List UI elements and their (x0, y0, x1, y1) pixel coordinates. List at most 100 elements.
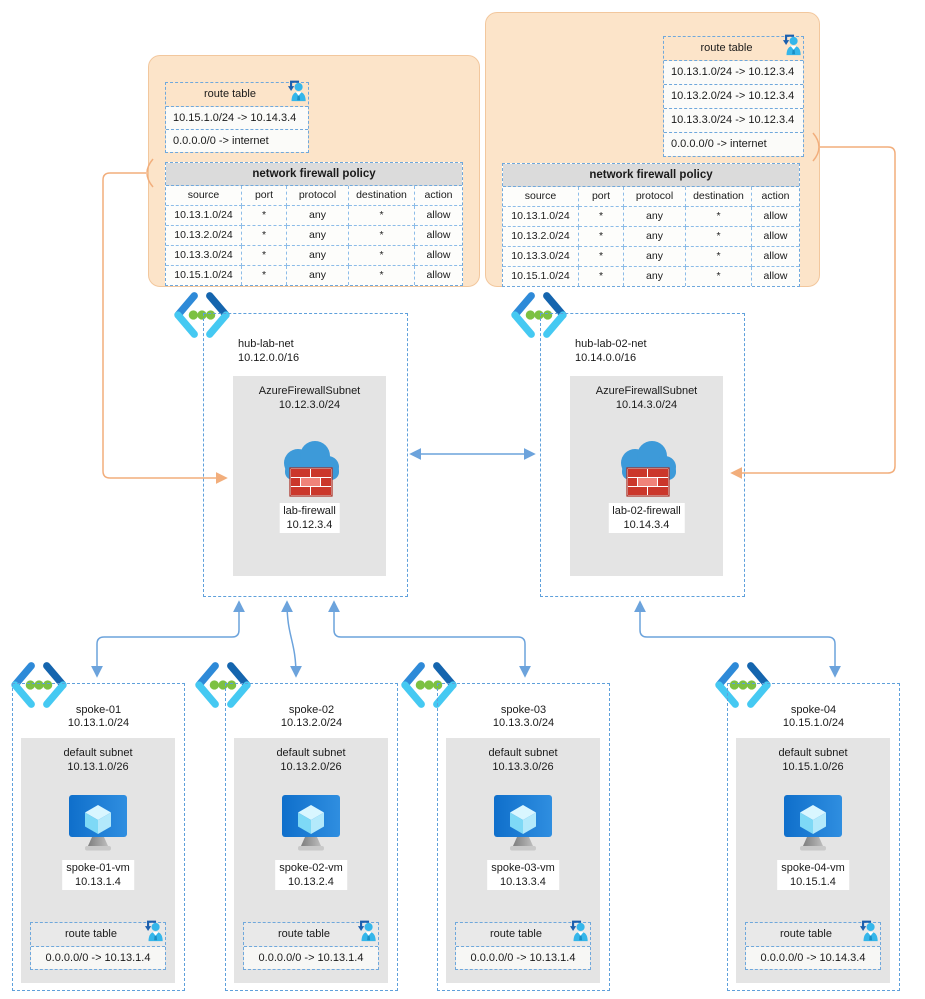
column-header: source (503, 187, 579, 207)
policy-cell: * (686, 227, 752, 247)
policy-cell: allow (752, 207, 799, 227)
hub2-route-table: route table 10.13.1.0/24 -> 10.12.3.4 10… (663, 36, 804, 157)
route-entry: 0.0.0.0/0 -> internet (166, 130, 308, 152)
policy-cell: * (242, 266, 287, 285)
firewall-policy-title: network firewall policy (503, 164, 799, 187)
policy-cell: allow (752, 247, 799, 267)
spoke-route-table: route table 0.0.0.0/0 -> 10.14.3.4 (745, 922, 881, 970)
vnet-spoke-02: spoke-02 10.13.2.0/24 default subnet 10.… (225, 683, 398, 991)
route-table-title: route table (166, 83, 308, 107)
subnet-title: default subnet 10.13.1.0/26 (21, 738, 175, 774)
subnet-name: AzureFirewallSubnet (258, 385, 361, 397)
policy-cell: any (624, 267, 686, 286)
policy-cell: * (242, 226, 287, 246)
route-entry: 10.13.2.0/24 -> 10.12.3.4 (664, 85, 803, 109)
column-header: source (166, 186, 242, 206)
policy-cell: any (287, 246, 349, 266)
subnet-default: default subnet 10.13.2.0/26 spoke-02-vm … (234, 738, 388, 983)
route-table-title-text: route table (700, 42, 753, 54)
policy-cell: * (686, 207, 752, 227)
vnet-hub-lab-02-net: hub-lab-02-net 10.14.0.0/16 AzureFirewal… (540, 313, 745, 597)
route-table-user-icon (284, 79, 307, 102)
vnet-name: spoke-03 (500, 704, 547, 716)
route-table-title: route table (746, 923, 880, 947)
policy-cell: * (686, 267, 752, 286)
vnet-name: spoke-04 (790, 704, 837, 716)
policy-cell: * (349, 246, 415, 266)
subnet-cidr: 10.13.1.0/26 (67, 761, 129, 773)
policy-cell: * (242, 206, 287, 226)
column-header: protocol (287, 186, 349, 206)
route-entry: 10.13.3.0/24 -> 10.12.3.4 (664, 109, 803, 133)
route-entry: 10.13.1.0/24 -> 10.12.3.4 (664, 61, 803, 85)
vm-label: spoke-04-vm 10.15.1.4 (777, 860, 849, 890)
subnet-cidr: 10.14.3.0/24 (615, 399, 678, 411)
policy-panel-hub2: route table 10.13.1.0/24 -> 10.12.3.4 10… (485, 12, 820, 287)
route-table-user-icon (354, 919, 377, 942)
column-header: action (752, 187, 799, 207)
vm-label: spoke-03-vm 10.13.3.4 (487, 860, 559, 890)
policy-cell: 10.13.3.0/24 (503, 247, 579, 267)
policy-cell: 10.15.1.0/24 (503, 267, 579, 286)
policy-cell: * (579, 227, 624, 247)
policy-cell: 10.13.2.0/24 (503, 227, 579, 247)
vm-ip: 10.13.3.4 (500, 876, 546, 888)
route-table-user-icon (141, 919, 164, 942)
vnet-cidr: 10.15.1.0/24 (782, 717, 845, 729)
route-entry: 0.0.0.0/0 -> internet (664, 133, 803, 156)
vnet-name: spoke-01 (75, 704, 122, 716)
subnet-azurefirewallsubnet: AzureFirewallSubnet 10.12.3.0/24 lab-fir… (233, 376, 386, 576)
route-entry: 0.0.0.0/0 -> 10.13.1.4 (456, 947, 590, 969)
vnet-cidr: 10.14.0.0/16 (575, 352, 637, 364)
hub1-firewall-policy-table: network firewall policy source port prot… (165, 162, 463, 286)
subnet-cidr: 10.15.1.0/26 (782, 761, 844, 773)
subnet-default: default subnet 10.13.3.0/26 spoke-03-vm … (446, 738, 600, 983)
policy-cell: allow (415, 246, 462, 266)
policy-cell: * (579, 247, 624, 267)
vnet-title: spoke-04 10.15.1.0/24 (728, 704, 899, 730)
azure-firewall-icon (272, 436, 348, 500)
vnet-title: spoke-02 10.13.2.0/24 (226, 704, 397, 730)
vm-ip: 10.13.2.4 (288, 876, 334, 888)
vnet-title: hub-lab-net 10.12.0.0/16 (238, 337, 299, 365)
virtual-machine-icon (279, 792, 343, 854)
policy-cell: allow (415, 206, 462, 226)
policy-cell: any (287, 226, 349, 246)
subnet-title: AzureFirewallSubnet 10.12.3.0/24 (233, 376, 386, 412)
route-table-title: route table (456, 923, 590, 947)
policy-cell: * (579, 267, 624, 286)
spoke-route-table: route table 0.0.0.0/0 -> 10.13.1.4 (455, 922, 591, 970)
virtual-machine-icon (781, 792, 845, 854)
vnet-name: hub-lab-net (238, 338, 294, 350)
policy-cell: any (624, 207, 686, 227)
vnet-spoke-04: spoke-04 10.15.1.0/24 default subnet 10.… (727, 683, 900, 991)
firewall-policy-title: network firewall policy (166, 163, 462, 186)
policy-cell: * (349, 266, 415, 285)
policy-cell: allow (752, 227, 799, 247)
subnet-cidr: 10.13.2.0/26 (280, 761, 342, 773)
spoke-route-table: route table 0.0.0.0/0 -> 10.13.1.4 (30, 922, 166, 970)
policy-cell: * (686, 247, 752, 267)
spoke-route-table: route table 0.0.0.0/0 -> 10.13.1.4 (243, 922, 379, 970)
policy-cell: 10.13.1.0/24 (503, 207, 579, 227)
route-table-title-text: route table (65, 928, 117, 940)
subnet-title: default subnet 10.15.1.0/26 (736, 738, 890, 774)
subnet-title: default subnet 10.13.2.0/26 (234, 738, 388, 774)
route-table-user-icon (856, 919, 879, 942)
subnet-name: default subnet (488, 747, 558, 759)
policy-cell: * (349, 226, 415, 246)
vnet-cidr: 10.13.1.0/24 (67, 717, 130, 729)
vnet-name: spoke-02 (288, 704, 335, 716)
subnet-title: default subnet 10.13.3.0/26 (446, 738, 600, 774)
route-table-user-icon (566, 919, 589, 942)
peering-arrow-hub1-spoke2 (281, 600, 302, 678)
subnet-name: default subnet (778, 747, 848, 759)
route-entry: 0.0.0.0/0 -> 10.14.3.4 (746, 947, 880, 969)
firewall-name: lab-firewall (283, 505, 336, 517)
column-header: protocol (624, 187, 686, 207)
subnet-name: default subnet (276, 747, 346, 759)
policy-cell: 10.15.1.0/24 (166, 266, 242, 285)
firewall-name: lab-02-firewall (612, 505, 681, 517)
vnet-name: hub-lab-02-net (575, 338, 647, 350)
policy-panel-hub1: route table 10.15.1.0/24 -> 10.14.3.4 0.… (148, 55, 480, 287)
